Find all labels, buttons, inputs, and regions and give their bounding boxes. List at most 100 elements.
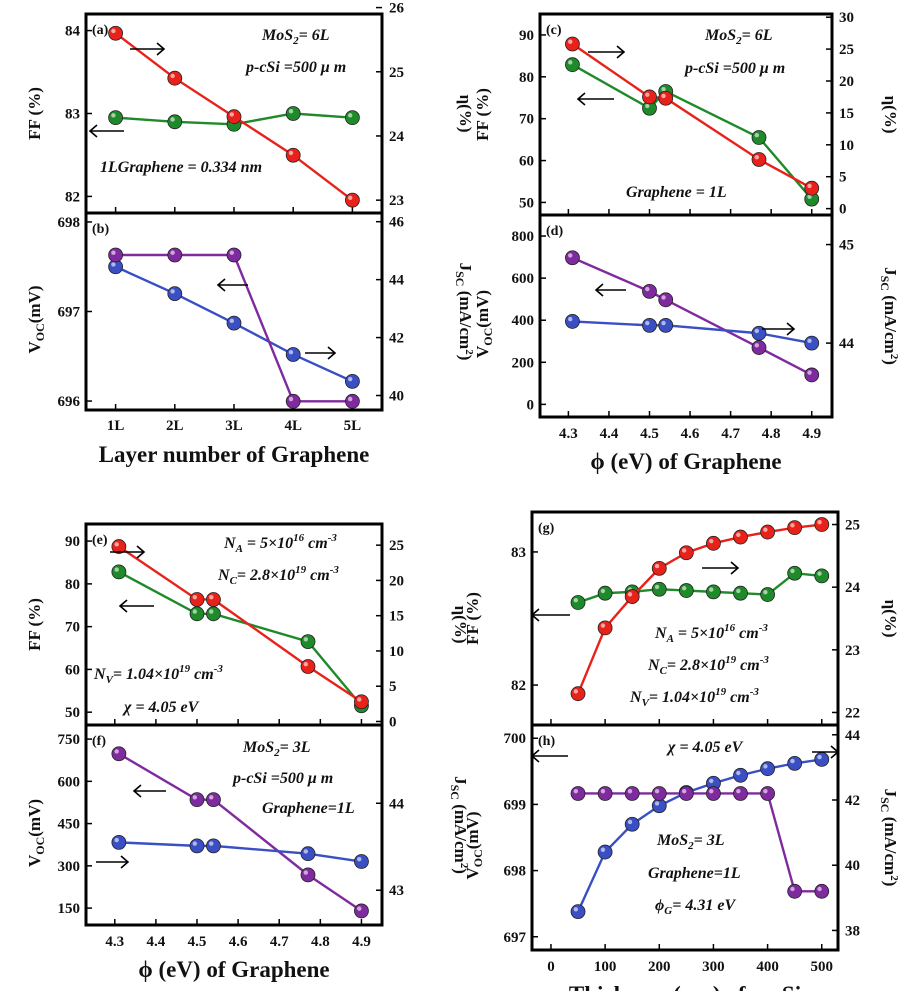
panel-g-point-highlight	[763, 590, 768, 595]
arrow-to-right-axis	[812, 745, 840, 759]
panel-g-right-tick-label: 25	[845, 518, 860, 534]
panel-d-point-highlight	[754, 343, 759, 348]
panel-h-series-2-point	[597, 786, 613, 801]
panel-c-point-highlight	[645, 103, 650, 109]
panel-e-point-highlight	[303, 661, 308, 667]
panel-g-label: (g)	[538, 521, 555, 536]
panel-a-right-tick-label: 23	[389, 193, 404, 209]
panel-b-series-1-point	[285, 347, 301, 362]
y-axis-label-jsc: JSC (mA/cm2)	[878, 267, 900, 365]
panel-g-series-1-point	[597, 585, 613, 601]
panel-a-series-1-point	[108, 110, 123, 126]
panel-d-left-tick-label: 600	[512, 271, 535, 287]
panel-b-point-highlight	[229, 318, 234, 324]
annotation-mos2: MoS2= 6L	[704, 27, 773, 47]
panel-g-series-1-point	[733, 585, 748, 601]
panel-h-point-highlight	[736, 770, 741, 776]
panel-b-point-highlight	[111, 262, 116, 267]
panel-c-left-tick-label: 70	[519, 112, 534, 128]
panel-d-series-1-line	[571, 256, 813, 376]
annotation-pcsi: p-cSi =500 μ m	[683, 60, 785, 77]
panel-h-point-highlight	[763, 764, 768, 769]
panel-g-right-tick-label: 23	[845, 643, 860, 659]
panel-d-x-tick-label: 4.5	[640, 426, 659, 442]
panel-a-point-highlight	[288, 150, 294, 156]
panel-b-point-highlight	[288, 396, 294, 402]
panel-c-left-tick-label: 50	[519, 195, 534, 211]
panel-g-series-2-point	[760, 524, 775, 540]
panel-h-point-highlight	[654, 788, 660, 794]
panel-g-series-1-point	[760, 587, 775, 602]
panel-g-point-highlight	[817, 520, 822, 525]
annotation-phig: ϕG= 4.31 eV	[655, 897, 736, 917]
y-axis-label-efficiency: η(%)	[456, 95, 475, 133]
panel-e-series-2-point	[206, 592, 221, 607]
panel-f-point-highlight	[357, 906, 362, 911]
panel-a-point-highlight	[288, 109, 294, 114]
annotation-chi: χ = 4.05 eV	[666, 739, 744, 756]
y-axis-label-efficiency: η(%)	[881, 96, 900, 134]
panel-c-point-highlight	[645, 92, 650, 97]
annotation-nc: NC= 2.8×1019 cm-3	[647, 654, 769, 677]
panel-h-point-highlight	[790, 886, 795, 892]
panel-g-point-highlight	[654, 584, 660, 590]
panel-g-point-highlight	[600, 588, 606, 594]
panel-b-point-highlight	[229, 250, 234, 255]
panel-f-series-1-point	[300, 867, 316, 883]
panel-f-series-2-point	[354, 854, 369, 869]
panel-e-right-tick-label: 15	[389, 609, 404, 625]
panel-h-series-1-point	[787, 755, 803, 771]
panel-e-series-2-point	[189, 592, 205, 607]
panel-f-series-1-point	[206, 792, 221, 808]
panel-a-series-2-point	[108, 25, 123, 41]
panel-g-series-2-point	[733, 529, 748, 545]
arrow-to-left-axis	[118, 599, 154, 613]
panel-h-point-highlight	[681, 788, 687, 794]
panel-g-series-2-point	[706, 535, 721, 551]
panel-c-label: (c)	[546, 23, 562, 38]
panel-h-point-highlight	[736, 788, 741, 794]
panel-b-point-highlight	[348, 396, 353, 402]
panel-d-frame	[538, 213, 834, 419]
panel-c-right-tick-label: 20	[839, 74, 854, 90]
panel-d-point-highlight	[568, 316, 573, 322]
panel-c-point-highlight	[568, 60, 573, 65]
panel-b-frame	[84, 211, 384, 412]
panel-h-series-1-line	[576, 758, 822, 913]
arrow-to-right-axis	[130, 42, 166, 56]
annotation-na: NA = 5×1016 cm-3	[654, 622, 768, 645]
panel-b-right-tick-label: 40	[389, 389, 404, 405]
panel-d-point-highlight	[661, 320, 666, 326]
panel-b-series-2-point	[167, 247, 183, 263]
panel-d-x-tick-label: 4.9	[802, 426, 821, 442]
panel-f-left-tick-label: 750	[58, 732, 81, 748]
panel-g-point-highlight	[627, 592, 633, 597]
y-axis-label-ff: FF (%)	[473, 88, 492, 141]
panel-d-x-tick-label: 4.7	[721, 426, 740, 442]
panel-b-x-tick-label: 3L	[225, 418, 243, 434]
panel-h-x-axis-label: Thickness (μm) of p-cSi	[569, 982, 802, 991]
panel-f-right-tick-label: 44	[389, 796, 405, 812]
panel-e-series-1-line	[118, 570, 363, 707]
panel-h-label: (h)	[538, 734, 555, 749]
panel-f-point-highlight	[192, 795, 197, 800]
panel-e-label: (e)	[92, 533, 108, 548]
panel-h-point-highlight	[573, 788, 579, 794]
arrow-to-right-axis	[762, 322, 796, 336]
panel-g-series-1-point	[706, 584, 721, 600]
annotation-graphene-thickness: 1LGraphene = 0.334 nm	[100, 159, 262, 176]
panel-f-point-highlight	[114, 749, 119, 754]
panel-a-series-2-point	[285, 147, 301, 163]
panel-d-series-1-point	[642, 283, 657, 299]
annotation-mos2: MoS2= 3L	[242, 739, 311, 759]
annotation-pcsi: p-cSi =500 μ m	[244, 59, 346, 76]
panel-a-series-1-point	[344, 110, 360, 126]
panel-c-series-1-point	[751, 130, 767, 145]
panel-h-series-2-point	[760, 786, 775, 801]
panel-h-series-2-point	[624, 786, 640, 801]
annotation-na: NA = 5×1016 cm-3	[223, 532, 337, 555]
panel-d-point-highlight	[807, 338, 812, 343]
panel-f-series-1-point	[354, 903, 369, 919]
panel-f-point-highlight	[114, 837, 119, 843]
panel-a-label: (a)	[92, 23, 109, 38]
